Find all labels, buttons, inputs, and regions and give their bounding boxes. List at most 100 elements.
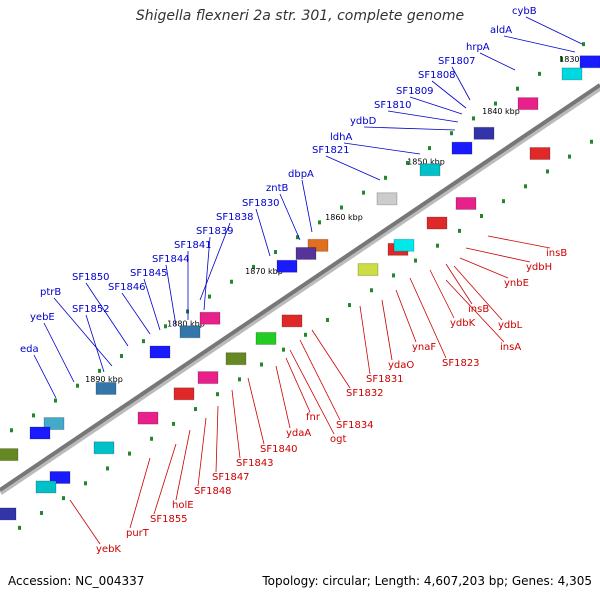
forward-gene-block: [419, 163, 441, 177]
forward-gene-label[interactable]: SF1808: [418, 70, 456, 81]
forward-gene-label[interactable]: SF1838: [216, 212, 254, 223]
scale-tick: [318, 220, 321, 225]
forward-gene-block: [473, 126, 495, 140]
reverse-gene-label[interactable]: SF1834: [336, 420, 374, 431]
forward-gene-label[interactable]: SF1850: [72, 272, 110, 283]
scale-tick: [472, 116, 475, 121]
reverse-gene-label[interactable]: SF1847: [212, 472, 250, 483]
reverse-gene-leader: [311, 329, 351, 389]
scale-tick: [494, 101, 497, 106]
reverse-gene-label[interactable]: insA: [500, 342, 521, 353]
forward-gene-label[interactable]: ptrB: [40, 287, 61, 298]
forward-gene-label[interactable]: ydbD: [350, 116, 377, 127]
reverse-gene-leader: [197, 417, 207, 487]
forward-gene-label[interactable]: SF1852: [72, 304, 110, 315]
reverse-gene-leader: [285, 357, 311, 413]
forward-gene-block: [43, 417, 65, 431]
reverse-gene-label[interactable]: SF1840: [260, 444, 298, 455]
forward-gene-block: [179, 325, 201, 339]
forward-gene-label[interactable]: dbpA: [288, 169, 314, 180]
forward-gene-label[interactable]: SF1821: [312, 145, 350, 156]
reverse-gene-label[interactable]: insB: [546, 248, 567, 259]
reverse-gene-label[interactable]: SF1831: [366, 374, 404, 385]
forward-gene-leader: [121, 292, 151, 335]
reverse-gene-label[interactable]: ogt: [330, 434, 346, 445]
forward-gene-label[interactable]: zntB: [266, 183, 289, 194]
scale-tick: [362, 190, 365, 195]
reverse-gene-label[interactable]: fnr: [306, 412, 321, 423]
scale-tick: [150, 436, 153, 441]
scale-tick: [304, 332, 307, 337]
forward-gene-label[interactable]: ldhA: [330, 132, 352, 143]
scale-tick: [40, 511, 43, 515]
reverse-gene-label[interactable]: ydaO: [388, 360, 414, 371]
genome-summary: Topology: circular; Length: 4,607,203 bp…: [262, 574, 592, 588]
reverse-gene-label[interactable]: ydbK: [450, 318, 476, 329]
forward-gene-leader: [363, 126, 456, 131]
reverse-gene-leader: [359, 305, 371, 375]
forward-gene-label[interactable]: SF1845: [130, 268, 168, 279]
reverse-gene-leader: [175, 429, 191, 501]
forward-gene-leader: [387, 110, 459, 123]
forward-gene-leader: [33, 354, 57, 399]
reverse-gene-leader: [459, 257, 509, 279]
scale-tick: [260, 362, 263, 367]
reverse-gene-label[interactable]: purT: [126, 528, 150, 539]
forward-gene-label[interactable]: eda: [20, 344, 39, 355]
reverse-gene-leader: [129, 457, 151, 529]
scale-tick: [370, 288, 373, 293]
reverse-gene-leader: [453, 265, 503, 321]
scale-tick: [582, 42, 585, 47]
forward-gene-label[interactable]: SF1807: [438, 56, 476, 67]
forward-gene-label[interactable]: hrpA: [466, 42, 490, 53]
kbp-marker: 1830 kbp: [559, 55, 597, 64]
scale-tick: [164, 324, 167, 329]
reverse-gene-leader: [445, 279, 505, 343]
forward-gene-leader: [479, 52, 516, 71]
reverse-gene-block: [529, 147, 551, 160]
forward-gene-label[interactable]: SF1841: [174, 240, 212, 251]
reverse-gene-label[interactable]: SF1848: [194, 486, 232, 497]
reverse-gene-leader: [409, 277, 447, 359]
reverse-gene-label[interactable]: SF1855: [150, 514, 188, 525]
scale-tick: [106, 466, 109, 471]
forward-gene-label[interactable]: SF1839: [196, 226, 234, 237]
reverse-gene-label[interactable]: SF1843: [236, 458, 274, 469]
reverse-gene-block: [426, 216, 448, 230]
forward-gene-label[interactable]: SF1844: [152, 254, 190, 265]
forward-gene-label[interactable]: aldA: [490, 25, 512, 36]
kbp-marker: 1860 kbp: [325, 213, 363, 222]
reverse-gene-label[interactable]: ynaF: [412, 342, 436, 353]
reverse-gene-label[interactable]: ydbL: [498, 320, 523, 331]
reverse-gene-label[interactable]: holE: [172, 500, 194, 511]
scale-tick: [348, 303, 351, 308]
scale-tick: [524, 184, 527, 189]
forward-gene-block: [29, 426, 51, 440]
reverse-gene-block: [455, 196, 477, 210]
forward-gene-leader: [85, 314, 105, 373]
forward-gene-block: [517, 97, 539, 111]
forward-gene-label[interactable]: SF1830: [242, 198, 280, 209]
reverse-gene-leader: [275, 365, 291, 429]
forward-gene-label[interactable]: SF1809: [396, 86, 434, 97]
reverse-gene-label[interactable]: yebK: [96, 544, 121, 555]
forward-gene-label[interactable]: yebE: [30, 312, 55, 323]
forward-gene-label[interactable]: cybB: [512, 6, 537, 17]
reverse-gene-label[interactable]: ydbH: [526, 262, 552, 273]
reverse-gene-block: [93, 441, 115, 455]
forward-gene-leader: [203, 236, 211, 311]
reverse-gene-label[interactable]: insB: [468, 304, 489, 315]
reverse-gene-label[interactable]: ynbE: [504, 278, 529, 289]
kbp-marker: 1840 kbp: [482, 107, 520, 116]
scale-tick: [84, 481, 87, 486]
forward-gene-block: [0, 448, 19, 462]
forward-gene-label[interactable]: SF1810: [374, 100, 412, 111]
reverse-gene-block: [281, 314, 303, 328]
reverse-gene-label[interactable]: ydaA: [286, 428, 311, 439]
reverse-gene-block: [225, 352, 247, 366]
forward-gene-label[interactable]: SF1846: [108, 282, 146, 293]
forward-gene-block: [199, 311, 221, 325]
forward-gene-block: [95, 381, 117, 395]
reverse-gene-label[interactable]: SF1832: [346, 388, 384, 399]
reverse-gene-label[interactable]: SF1823: [442, 358, 480, 369]
